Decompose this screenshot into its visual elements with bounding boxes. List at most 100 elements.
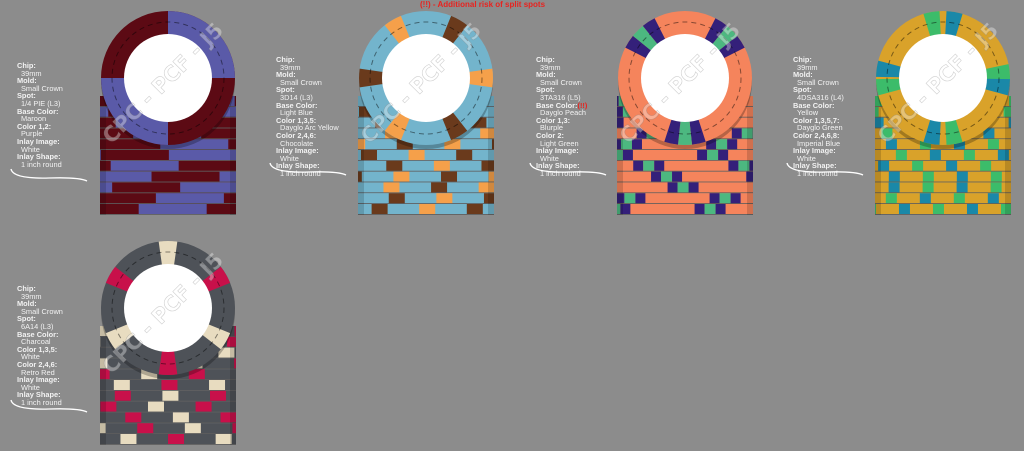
spec-value: White — [797, 153, 816, 163]
face-spot — [201, 266, 231, 293]
face-spot — [677, 119, 693, 145]
chip-face — [618, 11, 752, 149]
stack-chip-edge — [617, 204, 753, 215]
edge-spot — [888, 182, 900, 193]
edge-spot — [635, 193, 646, 204]
spec-label: Spot: — [17, 314, 36, 324]
edge-spot — [617, 96, 619, 106]
spec-value: Purple — [21, 129, 43, 139]
face-spot — [923, 11, 941, 38]
spec-label: Color 1,2: — [17, 121, 52, 131]
edge-spot — [963, 150, 975, 160]
spec-label: Spot: — [536, 85, 555, 95]
stack-chip-edge — [100, 204, 236, 215]
spec-value: Small Crown — [540, 77, 582, 87]
edge-spot — [358, 171, 362, 182]
edge-spot — [100, 326, 108, 336]
face-spot — [945, 118, 963, 145]
edge-spot — [677, 182, 689, 193]
edge-spot — [922, 182, 934, 193]
edge-spot — [100, 358, 108, 369]
edge-spot — [1000, 204, 1011, 214]
edge-spot — [875, 96, 885, 106]
face-spot — [664, 117, 681, 145]
edge-spot — [431, 182, 448, 193]
edge-spot — [234, 326, 236, 336]
spec-label: Mold: — [793, 70, 813, 80]
stack-chip-edge — [100, 390, 236, 402]
edge-spot — [219, 171, 236, 182]
edge-spot — [651, 171, 662, 182]
spec-value: 39mm — [280, 62, 301, 72]
edge-spot — [919, 139, 931, 150]
edge-spot — [881, 128, 893, 139]
edge-spot — [715, 204, 726, 214]
edge-spot — [738, 160, 750, 171]
swoosh-decoration — [529, 162, 607, 176]
edge-spot — [125, 412, 142, 423]
stack-chip-edge — [875, 150, 1011, 161]
spec-label: Mold: — [276, 70, 296, 80]
spec-label: Color 1,3,5: — [17, 344, 58, 354]
face-spot — [105, 323, 135, 350]
spec-label: Inlay Shape: — [276, 161, 320, 171]
spec-label: Inlay Image: — [536, 146, 579, 156]
edge-spot — [898, 204, 910, 214]
edge-spot — [480, 128, 494, 139]
edge-spot — [631, 139, 642, 150]
edge-spot — [953, 139, 965, 150]
edge-spot — [875, 117, 884, 128]
spec-value: White — [280, 153, 299, 163]
spec-value: White — [21, 382, 40, 392]
edge-spot — [888, 171, 900, 182]
edge-spot — [875, 106, 879, 117]
edge-spot — [956, 182, 968, 193]
stack-chip-edge — [100, 401, 236, 413]
spec-value: 1 inch round — [21, 159, 62, 169]
edge-spot — [997, 150, 1009, 160]
edge-spot — [694, 204, 705, 214]
edge-spot — [624, 193, 636, 204]
spec-value: Small Crown — [280, 77, 322, 87]
spec-value: 39mm — [540, 62, 561, 72]
edge-spot — [617, 139, 621, 150]
spec-label: Mold: — [17, 299, 37, 309]
edge-spot — [168, 434, 185, 444]
edge-spot — [697, 150, 708, 160]
spec-label: Chip: — [17, 61, 36, 70]
edge-spot — [100, 182, 113, 193]
edge-spot — [719, 193, 731, 204]
edge-spot — [155, 193, 224, 204]
spec-value: 39mm — [797, 62, 818, 72]
face-spot — [441, 111, 468, 141]
edge-spot — [215, 434, 232, 444]
edge-spot — [987, 139, 999, 150]
edge-spot — [990, 171, 1002, 182]
spec-label: Base Color: — [17, 329, 59, 339]
face-spot — [625, 35, 653, 59]
swoosh-decoration — [786, 162, 864, 176]
edge-spot — [120, 434, 137, 444]
edge-spot — [160, 139, 229, 150]
edge-spot — [895, 150, 907, 160]
stack-chip-edge — [617, 160, 753, 172]
edge-spot — [388, 193, 405, 204]
spec-label: Spot: — [17, 91, 36, 101]
spec-label: Inlay Shape: — [17, 390, 61, 400]
edge-spot — [617, 106, 623, 117]
spec-value: Light Blue — [280, 108, 313, 118]
poker-chip-stack: CPC - PCF - J5 — [358, 11, 494, 215]
face-spot — [158, 241, 178, 267]
spec-label: Inlay Shape: — [793, 161, 837, 171]
face-spot — [384, 15, 411, 45]
edge-spot — [481, 160, 494, 171]
chip-specs: Chip: 39mm Mold: Small Crown Spot: 6A14 (L3) B… — [17, 285, 107, 407]
edge-spot — [195, 401, 212, 412]
crown-mold-ring — [886, 21, 1000, 135]
chip-face — [101, 11, 235, 149]
edge-spot — [706, 139, 717, 150]
stack-chip-edge — [358, 171, 494, 183]
crown-mold-ring — [111, 251, 225, 365]
spec-label: Color 1,3,5: — [276, 115, 317, 125]
spec-value: Light Green — [540, 138, 579, 148]
